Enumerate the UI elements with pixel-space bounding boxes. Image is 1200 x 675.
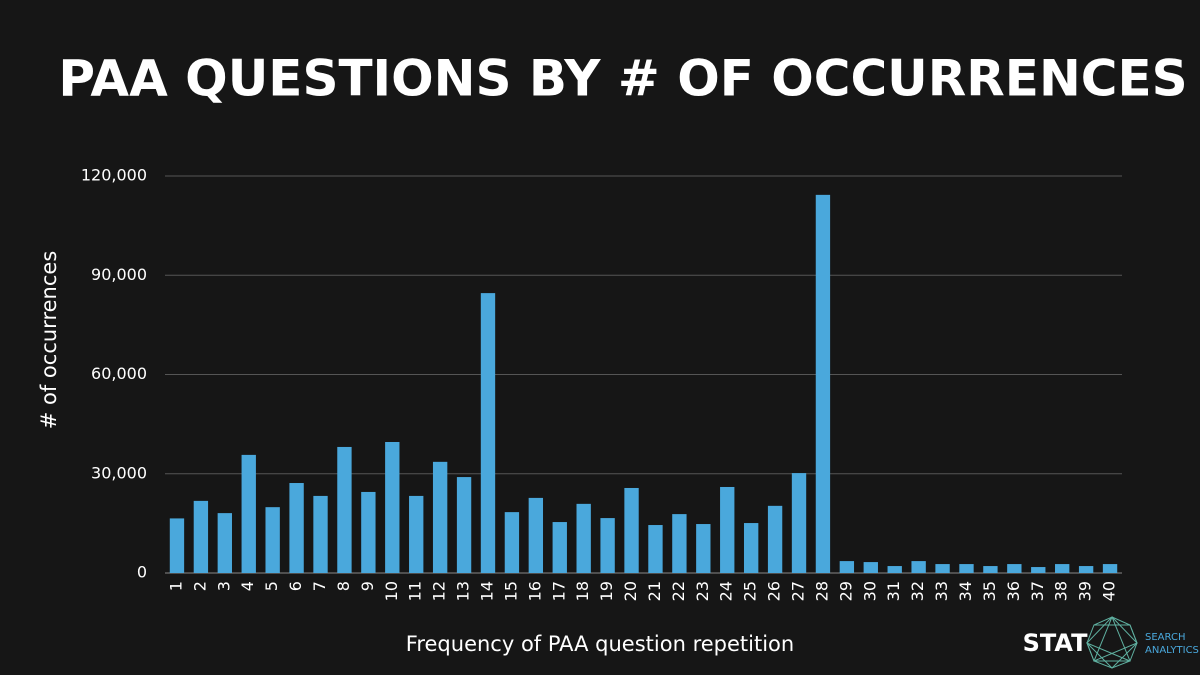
x-tick-label: 13 (454, 581, 473, 601)
logo-name: STAT (1023, 629, 1089, 657)
bar (409, 495, 424, 573)
x-tick-label: 3 (214, 581, 233, 591)
bar (193, 500, 209, 573)
x-tick-label: 33 (932, 581, 951, 601)
x-tick-label: 16 (525, 581, 544, 601)
x-tick-label: 19 (597, 581, 616, 601)
bar (217, 513, 232, 573)
bar (959, 564, 974, 573)
bar (1055, 564, 1070, 573)
x-tick-label: 24 (717, 581, 736, 601)
x-tick-label: 1 (166, 581, 185, 591)
bar (1078, 566, 1094, 573)
bar (600, 518, 615, 573)
logo-tagline: ANALYTICS (1145, 645, 1199, 656)
bar (839, 561, 855, 573)
x-tick-label: 8 (334, 581, 353, 591)
logo-icon (1086, 616, 1138, 669)
x-tick-label: 10 (382, 581, 401, 601)
bar (289, 483, 304, 573)
x-tick-label: 27 (789, 581, 808, 601)
x-tick-label: 38 (1052, 581, 1071, 601)
y-tick-label: 60,000 (91, 364, 147, 383)
bar (504, 512, 520, 573)
bar (887, 566, 902, 573)
x-tick-label: 32 (908, 581, 927, 601)
x-tick-label: 20 (621, 581, 640, 601)
x-tick-label: 34 (956, 581, 975, 601)
x-axis-label: Frequency of PAA question repetition (406, 632, 794, 656)
x-tick-label: 31 (884, 581, 903, 601)
x-tick-label: 37 (1028, 581, 1047, 601)
bar (767, 505, 783, 573)
bar (720, 486, 735, 573)
y-axis-label: # of occurrences (37, 251, 61, 430)
bar (1031, 567, 1046, 573)
bar (552, 522, 567, 573)
y-tick-label: 30,000 (91, 463, 147, 482)
bar (911, 561, 926, 573)
x-tick-label: 4 (238, 581, 257, 591)
bar (528, 497, 544, 573)
bar (169, 518, 185, 573)
x-tick-label: 18 (573, 581, 592, 601)
x-tick-label: 28 (812, 581, 831, 601)
bar (1102, 564, 1118, 573)
bar (456, 477, 472, 573)
bar (791, 473, 807, 573)
y-tick-label: 120,000 (81, 166, 147, 185)
x-tick-label: 2 (190, 581, 209, 591)
bar (385, 441, 400, 573)
bar (983, 566, 998, 573)
bar (1007, 564, 1022, 573)
bar (624, 487, 639, 573)
bar (265, 507, 280, 573)
x-tick-label: 23 (693, 581, 712, 601)
x-tick-label: 35 (980, 581, 999, 601)
bar (432, 461, 448, 573)
x-tick-label: 6 (286, 581, 305, 591)
y-tick-label: 0 (137, 563, 147, 582)
x-tick-label: 7 (310, 581, 329, 591)
x-tick-label: 9 (358, 581, 377, 591)
chart-title: PAA QUESTIONS BY # OF OCCURRENCES (58, 50, 1187, 108)
bar (337, 446, 352, 573)
y-tick-label: 90,000 (91, 265, 147, 284)
bar (241, 454, 256, 573)
x-tick-label: 36 (1004, 581, 1023, 601)
bar (935, 564, 950, 573)
x-tick-label: 40 (1100, 581, 1119, 601)
logo-tagline: SEARCH (1145, 632, 1185, 643)
bar (361, 491, 376, 573)
x-tick-label: 17 (549, 581, 568, 601)
bar (863, 562, 878, 573)
x-tick-label: 5 (262, 581, 281, 591)
bar (313, 495, 328, 573)
bar (480, 293, 496, 573)
bar (696, 524, 711, 573)
x-tick-label: 30 (860, 581, 879, 601)
bar (672, 514, 687, 573)
bar (576, 503, 591, 573)
bar (815, 194, 831, 574)
x-tick-label: 11 (406, 581, 425, 601)
x-tick-label: 26 (765, 581, 784, 601)
x-tick-label: 21 (645, 581, 664, 601)
bar (648, 525, 663, 573)
x-tick-label: 12 (430, 581, 449, 601)
x-tick-label: 22 (669, 581, 688, 601)
x-tick-label: 29 (836, 581, 855, 601)
x-tick-label: 14 (477, 581, 496, 601)
x-tick-label: 39 (1076, 581, 1095, 601)
x-tick-label: 15 (501, 581, 520, 601)
bar (743, 523, 759, 573)
x-tick-label: 25 (741, 581, 760, 601)
